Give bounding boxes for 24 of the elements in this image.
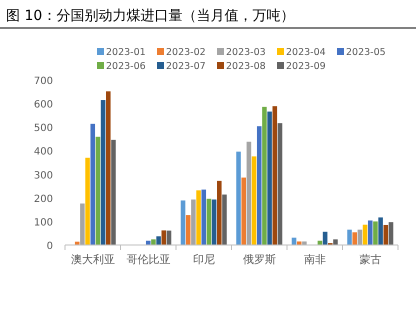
x-tick-label: 蒙古 [359,253,382,266]
legend-label: 2023-06 [106,61,146,72]
x-tick-label: 澳大利亚 [70,253,115,266]
y-tick-label: 600 [34,100,53,111]
y-tick-label: 0 [46,241,53,252]
x-tick-label: 南非 [304,253,326,266]
legend-label: 2023-01 [106,47,146,58]
x-tick-label: 哥伦比亚 [126,253,170,266]
legend-label: 2023-09 [286,61,326,72]
x-tick-label: 印尼 [192,253,215,266]
y-tick-label: 100 [34,217,53,228]
legend-label: 2023-05 [346,47,386,58]
legend-label: 2023-02 [166,47,206,58]
y-tick-label: 400 [34,146,53,158]
y-tick-label: 500 [34,123,53,134]
title: 图 10：分国别动力煤进口量（当月值，万吨） [6,8,294,24]
y-tick-label: 300 [34,170,53,182]
legend-label: 2023-04 [286,47,326,58]
legend-label: 2023-07 [166,61,206,72]
y-tick-label: 200 [34,194,53,205]
x-tick-label: 俄罗斯 [242,253,276,266]
y-tick-label: 700 [34,76,53,87]
legend-label: 2023-03 [226,47,266,58]
legend-label: 2023-08 [226,61,266,72]
